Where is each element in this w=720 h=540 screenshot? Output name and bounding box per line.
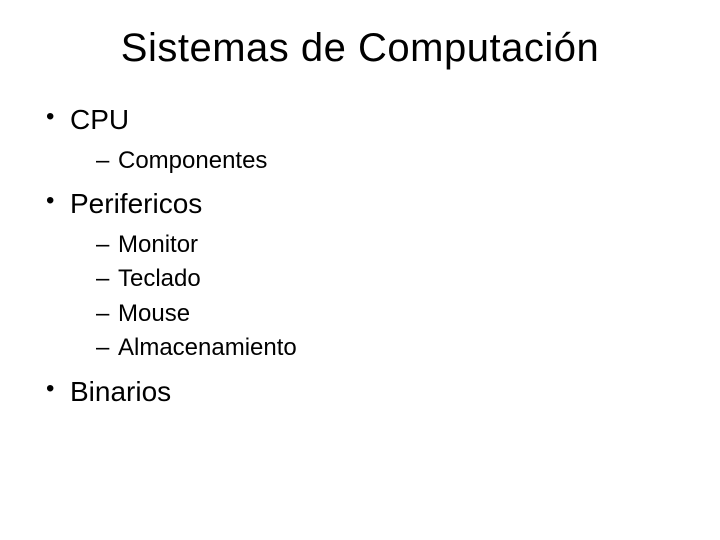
list-item: Binarios: [46, 373, 680, 411]
list-item-label: Componentes: [118, 147, 267, 174]
sub-list: Componentes: [96, 145, 680, 177]
list-item-label: CPU: [70, 104, 129, 135]
list-item-label: Perifericos: [70, 188, 202, 219]
slide-title: Sistemas de Computación: [40, 26, 680, 71]
list-item-label: Teclado: [118, 265, 201, 292]
list-item-label: Monitor: [118, 231, 198, 258]
list-item-label: Almacenamiento: [118, 334, 297, 361]
list-item-label: Binarios: [70, 376, 171, 407]
bullet-list: CPU Componentes Perifericos Monitor Tecl…: [46, 101, 680, 410]
list-item: Almacenamiento: [96, 332, 680, 364]
list-item: Mouse: [96, 298, 680, 330]
list-item: Componentes: [96, 145, 680, 177]
list-item-label: Mouse: [118, 300, 190, 327]
list-item: Perifericos Monitor Teclado Mouse Almace…: [46, 185, 680, 364]
slide: Sistemas de Computación CPU Componentes …: [0, 0, 720, 540]
list-item: Monitor: [96, 229, 680, 261]
sub-list: Monitor Teclado Mouse Almacenamiento: [96, 229, 680, 365]
list-item: Teclado: [96, 263, 680, 295]
list-item: CPU Componentes: [46, 101, 680, 177]
